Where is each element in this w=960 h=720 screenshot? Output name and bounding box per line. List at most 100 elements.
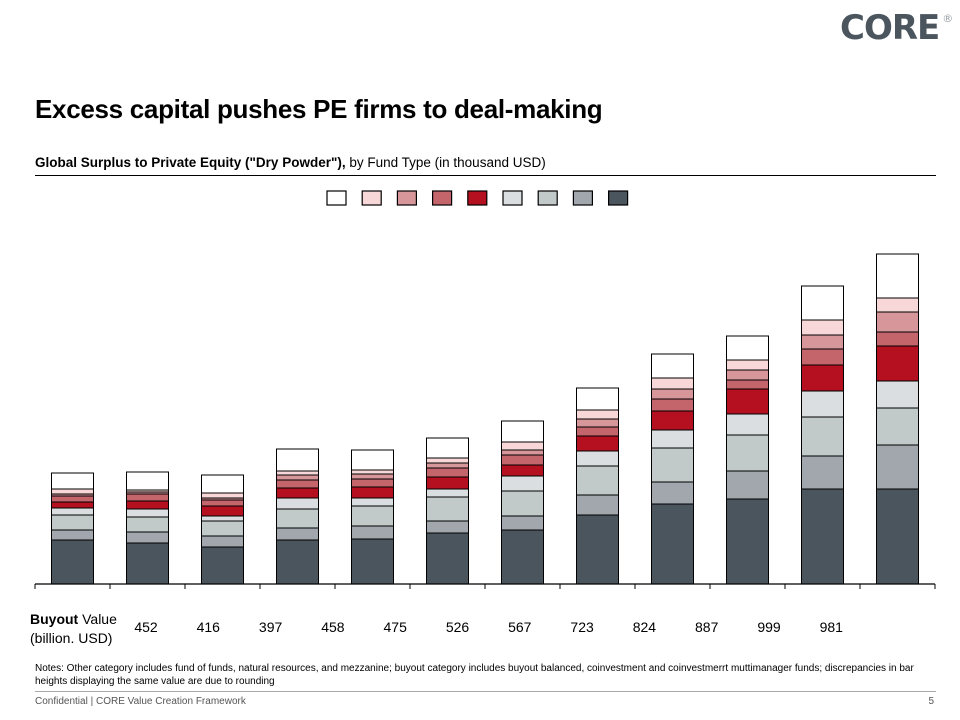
bar-segment bbox=[201, 515, 244, 522]
bar-segment bbox=[51, 488, 94, 495]
bar-segment bbox=[726, 413, 769, 436]
buyout-value: 475 bbox=[383, 619, 407, 635]
bar-segment bbox=[651, 398, 694, 412]
bar-segment bbox=[351, 486, 394, 499]
legend-swatch bbox=[502, 190, 523, 206]
bar-segment bbox=[426, 520, 469, 534]
bar-segment bbox=[651, 429, 694, 449]
buyout-value: 452 bbox=[134, 619, 158, 635]
bar-segment bbox=[801, 488, 844, 585]
buyout-value: 397 bbox=[258, 619, 283, 635]
bar-segment bbox=[426, 496, 469, 522]
bar-segment bbox=[726, 379, 769, 390]
bar-segment bbox=[876, 444, 919, 490]
subtitle-regular: by Fund Type (in thousand USD) bbox=[345, 155, 546, 170]
buyout-value: 526 bbox=[445, 619, 470, 635]
bar-segment bbox=[201, 520, 244, 537]
bar-segment bbox=[351, 469, 394, 475]
legend-swatch bbox=[537, 190, 558, 206]
bar-segment bbox=[726, 498, 769, 585]
bar-segment bbox=[201, 535, 244, 548]
bar-segment bbox=[426, 476, 469, 490]
bar-segment bbox=[726, 388, 769, 415]
bar-segment bbox=[576, 514, 619, 585]
bar-segment bbox=[276, 497, 319, 510]
legend-swatch bbox=[432, 190, 453, 206]
bar-segment bbox=[126, 508, 169, 518]
bar-segment bbox=[51, 529, 94, 541]
bar-segment bbox=[126, 500, 169, 510]
bar-segment bbox=[501, 490, 544, 517]
bar-segment bbox=[51, 539, 94, 585]
bar-segment bbox=[201, 505, 244, 517]
bar-segment bbox=[51, 495, 94, 503]
bar-segment bbox=[51, 514, 94, 531]
bar-segment bbox=[426, 462, 469, 469]
legend-swatch bbox=[467, 190, 488, 206]
bar-segment bbox=[426, 457, 469, 464]
bar-segment bbox=[801, 334, 844, 350]
bar-segment bbox=[501, 454, 544, 466]
bar-segment bbox=[351, 478, 394, 488]
bar-segment bbox=[651, 353, 694, 379]
bar-segment bbox=[726, 335, 769, 361]
footer-divider bbox=[35, 691, 936, 692]
bar-segment bbox=[801, 348, 844, 366]
bar-segment bbox=[501, 475, 544, 492]
buyout-label-bold: Buyout bbox=[30, 611, 79, 627]
legend-swatch bbox=[361, 190, 382, 206]
legend-swatch bbox=[396, 190, 417, 206]
bar-segment bbox=[651, 481, 694, 505]
bar-segment bbox=[201, 546, 244, 585]
bar-segment bbox=[726, 359, 769, 371]
bar-segment bbox=[876, 380, 919, 409]
core-logo: CORE ® bbox=[840, 8, 953, 48]
bar-segment bbox=[876, 331, 919, 347]
bar-segment bbox=[501, 464, 544, 477]
bar-segment bbox=[426, 488, 469, 498]
bar-segment bbox=[126, 471, 169, 491]
bar-segment bbox=[426, 467, 469, 478]
chart-subtitle: Global Surplus to Private Equity ("Dry P… bbox=[35, 155, 546, 170]
buyout-label-unit: (billion. USD) bbox=[30, 630, 113, 646]
bar-segment bbox=[576, 435, 619, 452]
buyout-label-rest: Value bbox=[78, 611, 117, 627]
bar-segment bbox=[651, 388, 694, 400]
bar-segment bbox=[651, 503, 694, 585]
legend-swatch bbox=[607, 190, 629, 206]
bar-segment bbox=[876, 407, 919, 446]
bar-segment bbox=[351, 538, 394, 585]
bar-segment bbox=[576, 418, 619, 428]
bar-segment bbox=[576, 426, 619, 437]
bar-segment bbox=[351, 505, 394, 527]
buyout-value: 999 bbox=[757, 619, 781, 635]
bar-segment bbox=[51, 507, 94, 516]
bar-segment bbox=[726, 434, 769, 472]
bar-segment bbox=[351, 473, 394, 480]
bar-segment bbox=[876, 297, 919, 313]
bar-segment bbox=[651, 377, 694, 390]
bar-segment bbox=[501, 420, 544, 443]
bar-segment bbox=[51, 472, 94, 490]
bar-segment bbox=[501, 515, 544, 531]
bar-segment bbox=[501, 449, 544, 456]
bar-segment bbox=[126, 542, 169, 585]
bar-segment bbox=[201, 499, 244, 507]
bar-segment bbox=[276, 479, 319, 489]
buyout-value: 416 bbox=[196, 619, 220, 635]
bar-segment bbox=[351, 497, 394, 507]
buyout-value: 723 bbox=[570, 619, 594, 635]
bar-segment bbox=[801, 364, 844, 392]
bar-segment bbox=[201, 474, 244, 494]
notes: Notes: Other category includes fund of f… bbox=[35, 663, 914, 687]
buyout-value: 458 bbox=[321, 619, 345, 635]
buyout-value-label: Buyout Value (billion. USD) bbox=[30, 610, 117, 648]
bar-segment bbox=[201, 492, 244, 499]
page-title: Excess capital pushes PE firms to deal-m… bbox=[35, 94, 603, 124]
bar-segment bbox=[51, 501, 94, 509]
bar-segment bbox=[276, 487, 319, 499]
legend-swatch bbox=[572, 190, 594, 206]
buyout-value: 887 bbox=[695, 619, 719, 635]
bar-segment bbox=[801, 285, 844, 321]
